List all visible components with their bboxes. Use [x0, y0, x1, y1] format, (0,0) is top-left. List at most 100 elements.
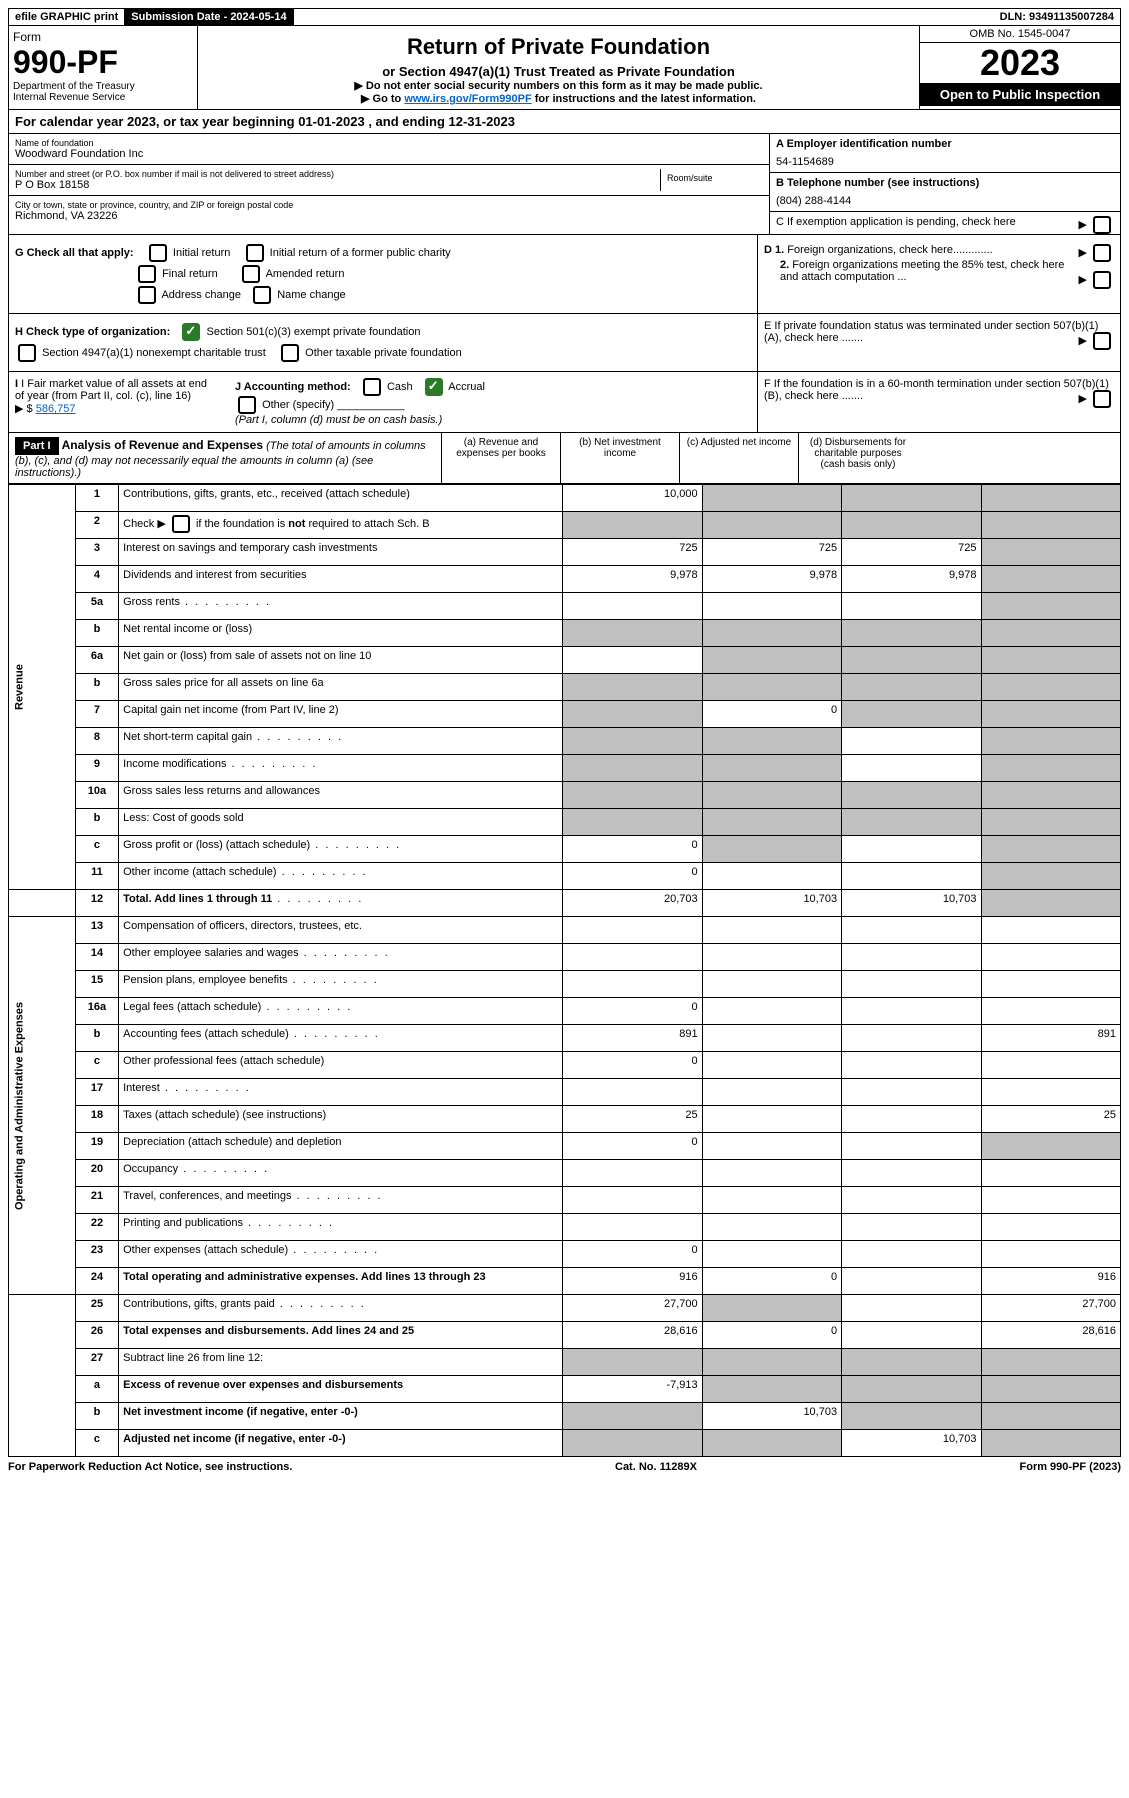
d2-checkbox[interactable] [1093, 271, 1111, 289]
foundation-info: Name of foundation Woodward Foundation I… [8, 134, 1121, 235]
form-number: 990-PF [13, 44, 193, 81]
j3-checkbox[interactable] [238, 396, 256, 414]
check-section-2: H Check type of organization: Section 50… [8, 314, 1121, 372]
table-row: 7Capital gain net income (from Part IV, … [9, 701, 1121, 728]
h3-checkbox[interactable] [281, 344, 299, 362]
city-label: City or town, state or province, country… [15, 200, 763, 210]
note-ssn: ▶ Do not enter social security numbers o… [206, 79, 911, 92]
f-label: F If the foundation is in a 60-month ter… [764, 378, 1109, 402]
d1-text: Foreign organizations, check here.......… [787, 244, 992, 256]
part1-table: Revenue 1 Contributions, gifts, grants, … [8, 484, 1121, 1457]
table-row: 2Check ▶ if the foundation is not requir… [9, 512, 1121, 539]
footer-right: Form 990-PF (2023) [1020, 1461, 1121, 1473]
table-row: 3Interest on savings and temporary cash … [9, 539, 1121, 566]
table-row: bLess: Cost of goods sold [9, 809, 1121, 836]
col-b-header: (b) Net investment income [561, 433, 680, 483]
j1-checkbox[interactable] [363, 378, 381, 396]
j-note: (Part I, column (d) must be on cash basi… [235, 414, 442, 426]
g4-label: Amended return [266, 268, 345, 280]
g1-checkbox[interactable] [149, 244, 167, 262]
dln: DLN: 93491135007284 [994, 9, 1120, 25]
dept: Department of the Treasury [13, 81, 193, 92]
col-a-header: (a) Revenue and expenses per books [442, 433, 561, 483]
table-row: 14Other employee salaries and wages [9, 944, 1121, 971]
g3-checkbox[interactable] [138, 265, 156, 283]
table-row: Operating and Administrative Expenses 13… [9, 917, 1121, 944]
j2-checkbox[interactable] [425, 378, 443, 396]
check-section-1: G Check all that apply: Initial return I… [8, 235, 1121, 314]
f-checkbox[interactable] [1093, 390, 1111, 408]
addr-label: Number and street (or P.O. box number if… [15, 169, 660, 179]
table-row: 19Depreciation (attach schedule) and dep… [9, 1133, 1121, 1160]
form-header: Form 990-PF Department of the Treasury I… [8, 26, 1121, 110]
table-row: cOther professional fees (attach schedul… [9, 1052, 1121, 1079]
h3-label: Other taxable private foundation [305, 347, 462, 359]
h1-label: Section 501(c)(3) exempt private foundat… [206, 326, 420, 338]
table-row: 27Subtract line 26 from line 12: [9, 1349, 1121, 1376]
table-row: cAdjusted net income (if negative, enter… [9, 1430, 1121, 1457]
table-row: 10aGross sales less returns and allowanc… [9, 782, 1121, 809]
table-row: 20Occupancy [9, 1160, 1121, 1187]
table-row: 18Taxes (attach schedule) (see instructi… [9, 1106, 1121, 1133]
table-row: 12Total. Add lines 1 through 1120,70310,… [9, 890, 1121, 917]
h2-checkbox[interactable] [18, 344, 36, 362]
tax-year: 2023 [920, 43, 1120, 83]
g2-label: Initial return of a former public charit… [270, 247, 451, 259]
g5-label: Address change [161, 289, 241, 301]
part1-label: Part I [15, 437, 59, 455]
table-row: 4Dividends and interest from securities9… [9, 566, 1121, 593]
col-d-header: (d) Disbursements for charitable purpose… [799, 433, 917, 483]
line-desc: Contributions, gifts, grants, etc., rece… [119, 485, 563, 512]
g1-label: Initial return [173, 247, 230, 259]
expenses-side-label: Operating and Administrative Expenses [9, 917, 76, 1295]
telephone: (804) 288-4144 [776, 195, 1114, 207]
e-label: E If private foundation status was termi… [764, 320, 1098, 344]
g2-checkbox[interactable] [246, 244, 264, 262]
part1-title: Analysis of Revenue and Expenses [62, 438, 263, 452]
irs-link[interactable]: www.irs.gov/Form990PF [404, 93, 531, 105]
ein-label: A Employer identification number [776, 138, 952, 150]
h1-checkbox[interactable] [182, 323, 200, 341]
submission-date: Submission Date - 2024-05-14 [125, 9, 293, 25]
table-row: 8Net short-term capital gain [9, 728, 1121, 755]
revenue-side-label: Revenue [9, 485, 76, 890]
h2-label: Section 4947(a)(1) nonexempt charitable … [42, 347, 266, 359]
c-label: C If exemption application is pending, c… [776, 216, 1016, 228]
table-row: cGross profit or (loss) (attach schedule… [9, 836, 1121, 863]
table-row: 17Interest [9, 1079, 1121, 1106]
table-row: 21Travel, conferences, and meetings [9, 1187, 1121, 1214]
ein: 54-1154689 [776, 156, 1114, 168]
table-row: 26Total expenses and disbursements. Add … [9, 1322, 1121, 1349]
form-title: Return of Private Foundation [206, 34, 911, 60]
j3-label: Other (specify) [262, 399, 334, 411]
d1-checkbox[interactable] [1093, 244, 1111, 262]
footer-left: For Paperwork Reduction Act Notice, see … [8, 1461, 292, 1473]
g6-checkbox[interactable] [253, 286, 271, 304]
room-label: Room/suite [667, 173, 757, 183]
table-row: 11Other income (attach schedule)0 [9, 863, 1121, 890]
c-checkbox[interactable] [1093, 216, 1111, 234]
top-bar: efile GRAPHIC print Submission Date - 20… [8, 8, 1121, 26]
i-label: I Fair market value of all assets at end… [15, 378, 207, 402]
g4-checkbox[interactable] [242, 265, 260, 283]
g5-checkbox[interactable] [138, 286, 156, 304]
table-row: 6aNet gain or (loss) from sale of assets… [9, 647, 1121, 674]
part1-header: Part I Analysis of Revenue and Expenses … [8, 433, 1121, 484]
table-row: 23Other expenses (attach schedule)0 [9, 1241, 1121, 1268]
schb-checkbox[interactable] [172, 515, 190, 533]
i-value[interactable]: 586,757 [36, 403, 76, 415]
check-section-3: I I Fair market value of all assets at e… [8, 372, 1121, 433]
table-row: bGross sales price for all assets on lin… [9, 674, 1121, 701]
j1-label: Cash [387, 381, 413, 393]
table-row: aExcess of revenue over expenses and dis… [9, 1376, 1121, 1403]
tel-label: B Telephone number (see instructions) [776, 177, 979, 189]
efile-button[interactable]: efile GRAPHIC print [9, 9, 125, 25]
form-word: Form [13, 30, 193, 44]
lineno: 1 [75, 485, 118, 512]
irs: Internal Revenue Service [13, 92, 193, 103]
g6-label: Name change [277, 289, 346, 301]
note2-post: for instructions and the latest informat… [532, 93, 756, 105]
e-checkbox[interactable] [1093, 332, 1111, 350]
j2-label: Accrual [448, 381, 485, 393]
form-subtitle: or Section 4947(a)(1) Trust Treated as P… [206, 64, 911, 79]
